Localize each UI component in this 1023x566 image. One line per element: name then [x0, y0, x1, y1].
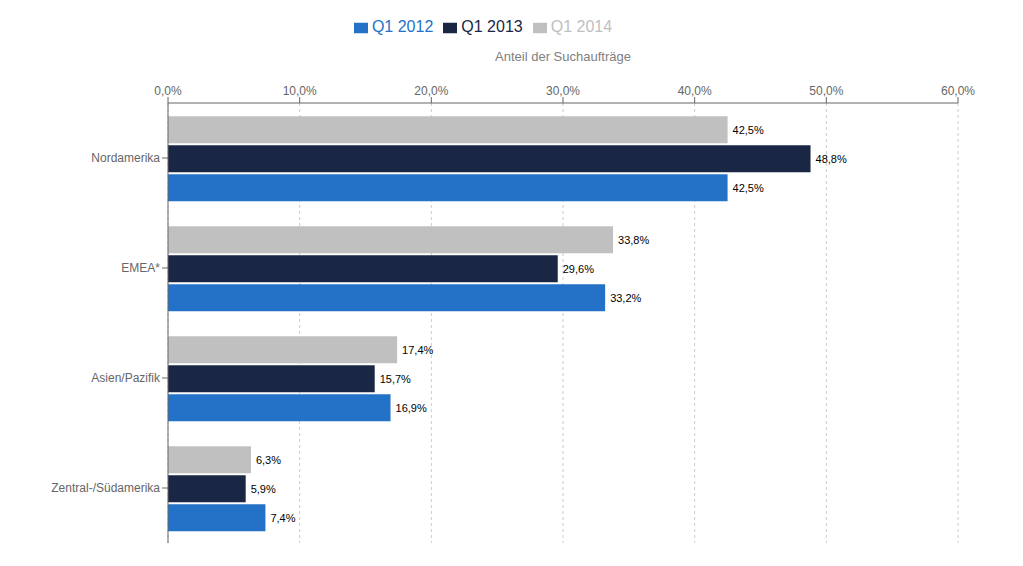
svg-text:Asien/Pazifik: Asien/Pazifik	[91, 371, 161, 385]
svg-text:42,5%: 42,5%	[733, 182, 764, 194]
svg-text:48,8%: 48,8%	[816, 153, 847, 165]
svg-text:16,9%: 16,9%	[396, 402, 427, 414]
html-text:Q1 2012: Q1 2012	[371, 18, 434, 35]
svg-text:0,0%: 0,0%	[154, 84, 182, 98]
svg-text:10,0%: 10,0%	[283, 84, 317, 98]
html-text:Q1 2014: Q1 2014	[550, 18, 613, 35]
svg-text:50,0%: 50,0%	[809, 84, 843, 98]
html-text:Q1 2013: Q1 2013	[461, 18, 523, 35]
svg-text:Nordamerika: Nordamerika	[91, 151, 160, 165]
svg-text:20,0%: 20,0%	[414, 84, 448, 98]
svg-text:15,7%: 15,7%	[380, 373, 411, 385]
svg-text:17,4%: 17,4%	[402, 344, 433, 356]
svg-text:33,2%: 33,2%	[610, 292, 641, 304]
svg-text:30,0%: 30,0%	[546, 84, 580, 98]
svg-text:EMEA*: EMEA*	[121, 261, 160, 275]
svg-text:29,6%: 29,6%	[563, 263, 594, 275]
svg-text:60,0%: 60,0%	[941, 84, 975, 98]
svg-text:42,5%: 42,5%	[733, 124, 764, 136]
svg-text:Zentral-/Südamerika: Zentral-/Südamerika	[51, 481, 160, 495]
svg-text:5,9%: 5,9%	[251, 483, 276, 495]
svg-text:33,8%: 33,8%	[618, 234, 649, 246]
svg-text:Anteil der Suchaufträge: Anteil der Suchaufträge	[495, 49, 631, 64]
svg-text:7,4%: 7,4%	[270, 512, 295, 524]
svg-text:40,0%: 40,0%	[678, 84, 712, 98]
svg-text:6,3%: 6,3%	[256, 454, 281, 466]
